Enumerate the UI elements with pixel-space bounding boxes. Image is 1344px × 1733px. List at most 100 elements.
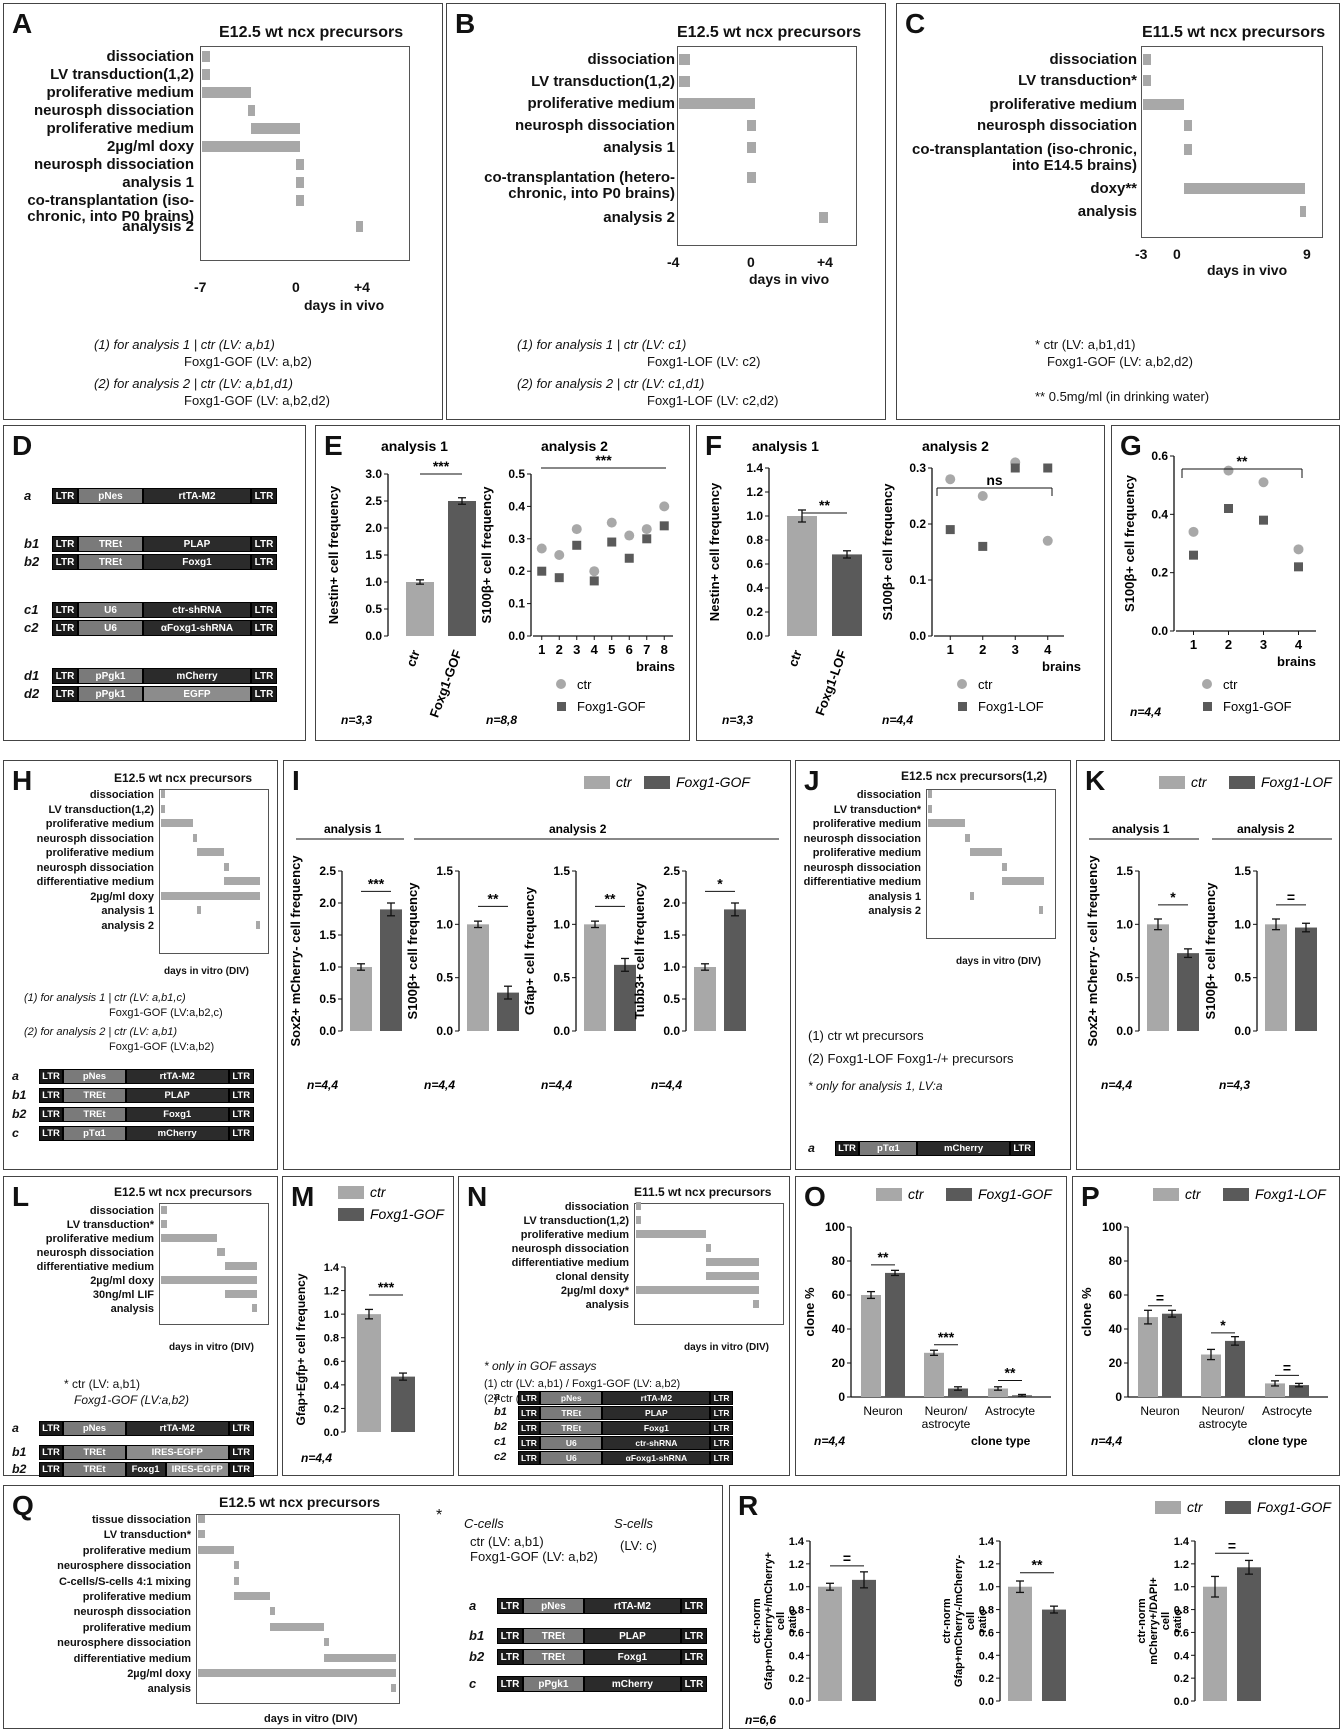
note: Foxg1-GOF (LV:a,b2,c) (109, 1007, 223, 1019)
legend-swatch (1155, 1501, 1181, 1514)
construct-part: LTR (251, 686, 277, 702)
text-label: 7 (643, 642, 650, 657)
note: (1) for analysis 1 | ctr (LV: c1) (517, 337, 687, 352)
y-tick-label: 0.5 (319, 992, 336, 1006)
y-tick-label: 2.5 (365, 494, 382, 508)
construct-part: LTR (52, 620, 78, 636)
chart-g: 0.0 0.2 0.4 0.6 S100β+ cell frequency 1 2 3 4 ** b… (1122, 449, 1316, 719)
text-label: n=4,4 (651, 1078, 682, 1092)
bar (584, 924, 606, 1031)
significance-label: * (1170, 889, 1176, 905)
legend-label: Foxg1-LOF (1255, 1186, 1327, 1202)
text-label: 4 (1295, 637, 1303, 652)
text-label: Astrocyte (1262, 1404, 1312, 1418)
timeline-step-label: neurosphere dissociation (57, 1637, 191, 1650)
timeline-bar (1183, 183, 1305, 194)
construct-part: TREt (540, 1421, 603, 1435)
timeline-step-label: dissociation (89, 1205, 154, 1217)
construct-part: LTR (1009, 1141, 1035, 1157)
y-axis-label: S100β+ cell frequency (405, 882, 420, 1020)
construct-part: LTR (710, 1421, 733, 1435)
note: Foxg1-GOF (LV:a,b2) (74, 1393, 189, 1407)
construct-part: LTR (52, 668, 78, 684)
construct-part: LTR (251, 554, 277, 570)
tick-label: 9 (1303, 246, 1311, 262)
y-axis-label-line: ctr-norm (751, 1598, 763, 1643)
timeline-step-label: neurosph dissociation (803, 861, 921, 874)
construct-part: pNes (63, 1421, 126, 1437)
bar (1203, 1586, 1227, 1701)
text-label: astrocyte (922, 1417, 971, 1431)
timeline-step-label: proliferative medium (989, 96, 1137, 113)
bar (448, 501, 476, 636)
timeline-step-label: dissociation (106, 48, 194, 65)
y-axis-label: Nestin+ cell frequency (326, 485, 341, 624)
y-tick-label: 0.4 (979, 1650, 995, 1662)
legend-swatch (946, 1188, 972, 1201)
timeline-bar (706, 1258, 759, 1266)
construct-part: LTR (38, 1445, 64, 1461)
y-axis-label: Gfap+ cell frequency (522, 886, 537, 1015)
panel-letter: P (1081, 1181, 1100, 1212)
bar (497, 992, 519, 1031)
timeline-step-label: dissociation (856, 789, 921, 801)
construct-part: LTR (497, 1676, 523, 1692)
text-label: brains (636, 659, 675, 674)
construct-part: LTR (251, 488, 277, 504)
data-point (1188, 526, 1199, 537)
note: (2) for analysis 2 | ctr (LV: a,b1) (24, 1026, 178, 1038)
note-star: * (436, 1507, 443, 1524)
panel-j: J E12.5 ncx precursors(1,2) days in vitr… (795, 760, 1071, 1170)
timeline-step-label: C-cells/S-cells 4:1 mixing (58, 1575, 191, 1588)
construct-name: d1 (24, 668, 40, 683)
construct-part: LTR (228, 1126, 254, 1142)
text-label: n=4,4 (307, 1078, 338, 1092)
construct-part: TREt (78, 554, 143, 570)
panel-letter: H (12, 765, 33, 796)
timeline-step-label: analysis (110, 1303, 154, 1315)
timeline-step-label: co-transplantation (iso-chronic, into E1… (911, 141, 1137, 174)
bar (852, 1579, 876, 1701)
text-label: Neuron/ (1202, 1404, 1245, 1418)
legend-label: ctr (616, 774, 633, 790)
bar (1138, 1317, 1158, 1397)
timeline-step-label: proliferative medium (45, 818, 154, 830)
y-tick-label: 20 (832, 1356, 846, 1370)
timeline-bar (161, 804, 165, 813)
y-tick-label: 0.0 (909, 629, 926, 643)
timeline-bar (225, 1290, 257, 1298)
timeline-step-label: differentiative medium (511, 1257, 629, 1269)
text-label: 5 (608, 642, 615, 657)
construct-part: rtTA-M2 (143, 488, 251, 504)
timeline-bar (356, 221, 363, 232)
timeline-step-label: proliferative medium (45, 1233, 154, 1245)
construct-part: LTR (228, 1462, 254, 1478)
y-tick-label: 2.0 (365, 521, 382, 535)
y-tick-label: 1.4 (746, 461, 763, 475)
y-tick-label: 1.5 (365, 548, 382, 562)
note: (1) ctr (LV: a,b1) / Foxg1-GOF (LV: a,b2… (484, 1378, 681, 1390)
construct-part: LTR (38, 1069, 64, 1085)
y-tick-label: 0.4 (789, 1650, 805, 1662)
legend-label: ctr (1187, 1499, 1204, 1515)
timeline-bar (636, 1202, 642, 1210)
panel-f: F analysis 1 analysis 2 0.0 0.2 0.4 0.6 0.8 1.0… (696, 425, 1105, 741)
timeline-bar (747, 142, 757, 153)
construct-part: LTR (228, 1445, 254, 1461)
timeline-bar (753, 1300, 759, 1308)
y-tick-label: 1.4 (324, 1262, 340, 1274)
timeline-bar (198, 1669, 396, 1677)
data-point (607, 537, 617, 547)
y-axis-label: S100β+ cell frequency (479, 486, 494, 624)
note: (1) ctr wt precursors (808, 1028, 924, 1043)
construct-part: LTR (681, 1628, 707, 1644)
construct-name: b1 (469, 1628, 485, 1643)
significance-label: *** (433, 458, 450, 474)
panel-letter: I (292, 765, 300, 796)
y-tick-label: 20 (1109, 1356, 1123, 1370)
construct-part: pPgk1 (78, 668, 143, 684)
construct-part: LTR (517, 1421, 541, 1435)
y-tick-label: 0.1 (508, 597, 525, 611)
construct-part: LTR (52, 536, 78, 552)
construct-part: LTR (228, 1069, 254, 1085)
